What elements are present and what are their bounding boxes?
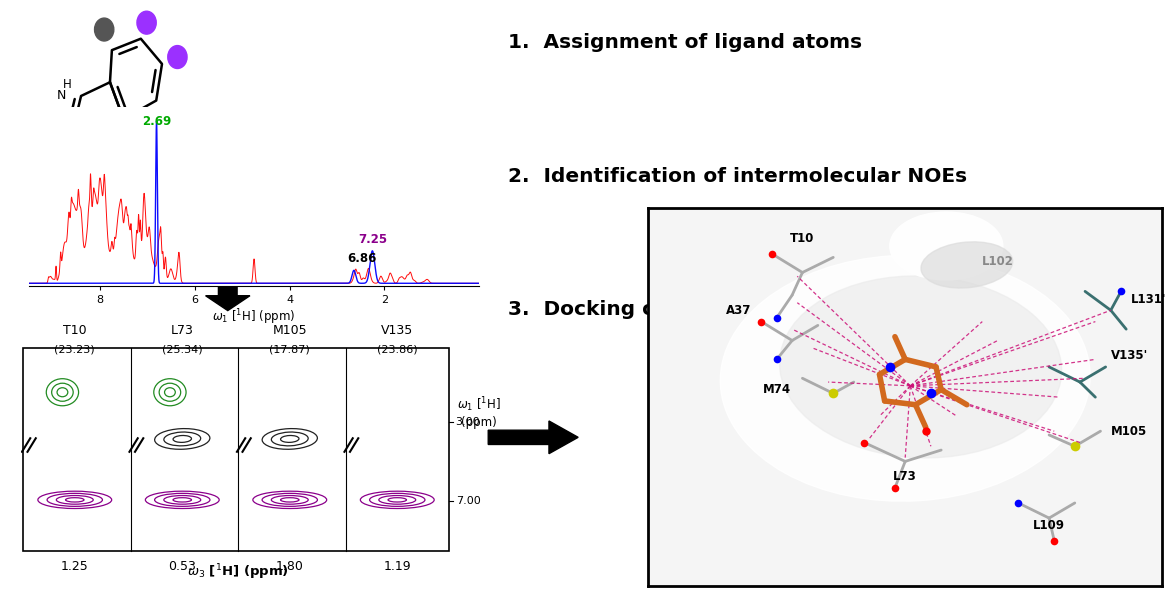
Text: M105: M105 bbox=[272, 324, 307, 337]
FancyArrow shape bbox=[488, 421, 578, 453]
Text: $\omega_3$ [$^1$H] (ppm): $\omega_3$ [$^1$H] (ppm) bbox=[187, 562, 288, 582]
Text: A37: A37 bbox=[725, 304, 751, 317]
Circle shape bbox=[43, 115, 64, 140]
Text: (25.34): (25.34) bbox=[162, 345, 202, 355]
Ellipse shape bbox=[890, 212, 1003, 280]
Text: T10: T10 bbox=[791, 232, 814, 245]
Text: OH: OH bbox=[103, 192, 121, 205]
Text: N: N bbox=[98, 156, 107, 169]
Text: V135: V135 bbox=[381, 324, 413, 337]
Text: 2.69: 2.69 bbox=[141, 115, 172, 129]
Text: 3.  Docking of ligand into protein using HADDOCK: 3. Docking of ligand into protein using … bbox=[508, 300, 1073, 320]
Text: (23.86): (23.86) bbox=[377, 345, 418, 355]
Circle shape bbox=[137, 11, 157, 34]
Text: 1.  Assignment of ligand atoms: 1. Assignment of ligand atoms bbox=[508, 33, 862, 52]
Ellipse shape bbox=[779, 276, 1062, 458]
Circle shape bbox=[168, 46, 187, 68]
Text: L109: L109 bbox=[1034, 519, 1065, 533]
Text: (23.23): (23.23) bbox=[55, 345, 95, 355]
Text: 7.25: 7.25 bbox=[357, 233, 387, 246]
Text: 1.25: 1.25 bbox=[61, 560, 89, 573]
Text: 3.00: 3.00 bbox=[456, 416, 480, 427]
Bar bbox=[23, 347, 449, 550]
Text: T10: T10 bbox=[63, 324, 86, 337]
Text: (ppm): (ppm) bbox=[461, 416, 496, 429]
Text: L131': L131' bbox=[1132, 293, 1167, 306]
X-axis label: $\omega_1$ [$^1$H] (ppm): $\omega_1$ [$^1$H] (ppm) bbox=[213, 308, 296, 327]
Text: 2.  Identification of intermolecular NOEs: 2. Identification of intermolecular NOEs bbox=[508, 167, 967, 186]
Text: H: H bbox=[63, 78, 72, 91]
Text: $\omega_1$ [$^1$H]: $\omega_1$ [$^1$H] bbox=[457, 395, 501, 414]
FancyArrow shape bbox=[206, 277, 250, 311]
Text: 0.53: 0.53 bbox=[168, 560, 196, 573]
Text: 1.80: 1.80 bbox=[276, 560, 304, 573]
Text: L73: L73 bbox=[894, 470, 917, 483]
Text: 1.19: 1.19 bbox=[383, 560, 411, 573]
Text: M74: M74 bbox=[763, 383, 791, 396]
Text: M105: M105 bbox=[1111, 425, 1147, 438]
Text: (17.87): (17.87) bbox=[270, 345, 311, 355]
Text: L102: L102 bbox=[982, 255, 1014, 268]
Text: V135': V135' bbox=[1111, 349, 1148, 362]
Ellipse shape bbox=[721, 255, 1090, 501]
Text: 7.00: 7.00 bbox=[456, 496, 480, 506]
Ellipse shape bbox=[922, 242, 1013, 288]
Text: N: N bbox=[57, 89, 67, 102]
Circle shape bbox=[95, 18, 113, 41]
Text: L73: L73 bbox=[171, 324, 194, 337]
Text: 6.86: 6.86 bbox=[347, 252, 376, 265]
